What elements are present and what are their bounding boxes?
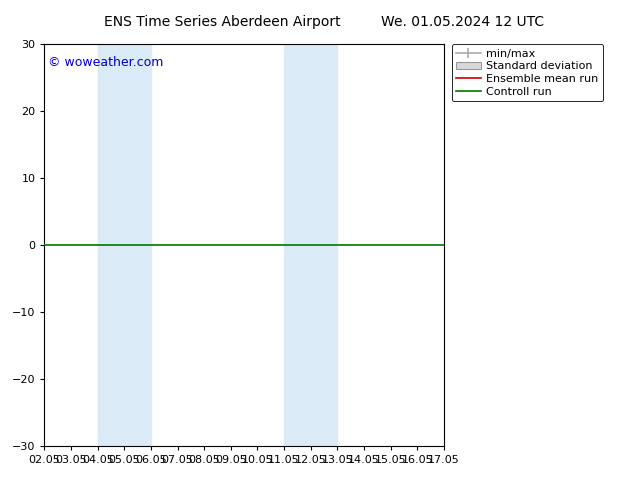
- Text: ENS Time Series Aberdeen Airport: ENS Time Series Aberdeen Airport: [103, 15, 340, 29]
- Text: © woweather.com: © woweather.com: [48, 56, 164, 69]
- Bar: [284, 44, 337, 446]
- Bar: [98, 44, 151, 446]
- Legend: min/max, Standard deviation, Ensemble mean run, Controll run: min/max, Standard deviation, Ensemble me…: [452, 44, 603, 101]
- Text: We. 01.05.2024 12 UTC: We. 01.05.2024 12 UTC: [381, 15, 545, 29]
